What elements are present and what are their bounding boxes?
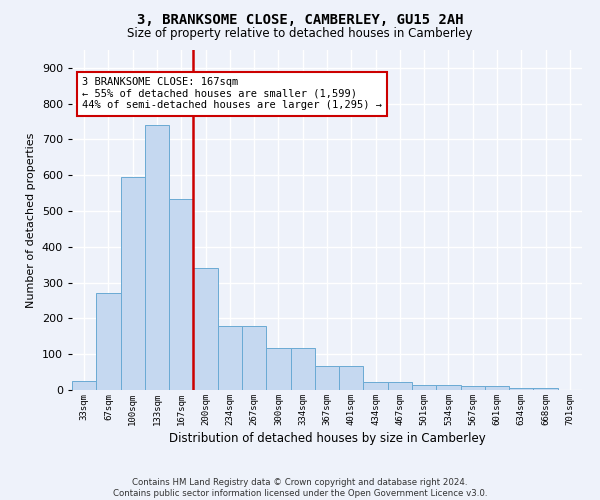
Bar [72,381,96,390]
Bar [533,388,558,390]
Bar [290,348,315,390]
Text: 3, BRANKSOME CLOSE, CAMBERLEY, GU15 2AH: 3, BRANKSOME CLOSE, CAMBERLEY, GU15 2AH [137,12,463,26]
Bar [412,384,436,390]
Bar [218,326,242,390]
Text: Size of property relative to detached houses in Camberley: Size of property relative to detached ho… [127,28,473,40]
Text: 3 BRANKSOME CLOSE: 167sqm
← 55% of detached houses are smaller (1,599)
44% of se: 3 BRANKSOME CLOSE: 167sqm ← 55% of detac… [82,77,382,110]
Bar [364,382,388,390]
Bar [509,388,533,390]
Bar [266,348,290,390]
Bar [145,125,169,390]
Bar [315,366,339,390]
Bar [193,268,218,390]
Text: Contains HM Land Registry data © Crown copyright and database right 2024.
Contai: Contains HM Land Registry data © Crown c… [113,478,487,498]
Bar [436,384,461,390]
Bar [121,177,145,390]
Bar [388,382,412,390]
X-axis label: Distribution of detached houses by size in Camberley: Distribution of detached houses by size … [169,432,485,445]
Y-axis label: Number of detached properties: Number of detached properties [26,132,36,308]
Bar [461,386,485,390]
Bar [96,294,121,390]
Bar [169,198,193,390]
Bar [242,326,266,390]
Bar [339,366,364,390]
Bar [485,386,509,390]
